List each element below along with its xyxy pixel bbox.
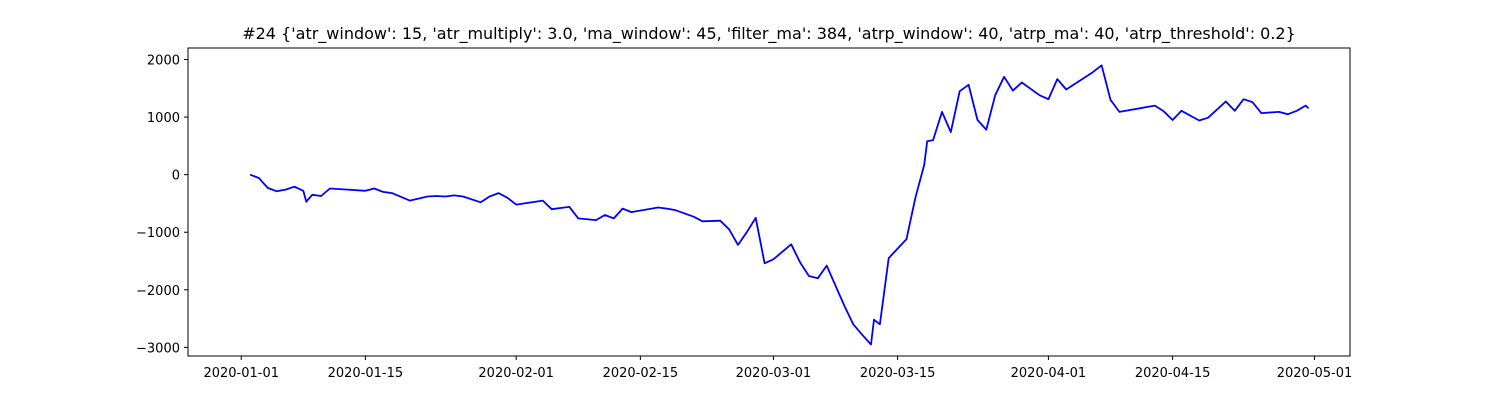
x-tick-label: 2020-04-15 (1135, 366, 1211, 381)
x-tick-label: 2020-03-01 (736, 366, 812, 381)
x-tick-label: 2020-04-01 (1011, 366, 1087, 381)
chart-title: #24 {'atr_window': 15, 'atr_multiply': 3… (242, 24, 1296, 44)
y-tick-label: 1000 (147, 111, 180, 126)
x-axis: 2020-01-01 2020-01-15 2020-02-01 2020-02-15… (203, 356, 1352, 381)
plot-area (249, 64, 1310, 346)
x-tick-label: 2020-03-15 (860, 366, 936, 381)
y-tick-label: 0 (172, 169, 180, 184)
x-tick-label: 2020-01-01 (203, 366, 279, 381)
y-tick-label: −2000 (136, 284, 180, 299)
y-tick-label: −3000 (136, 341, 180, 356)
x-tick-label: 2020-01-15 (328, 366, 404, 381)
y-axis: −3000 −2000 −1000 0 1000 2000 (136, 54, 188, 356)
x-tick-label: 2020-02-15 (603, 366, 679, 381)
series-line (249, 64, 1310, 346)
y-tick-label: −1000 (136, 226, 180, 241)
x-tick-label: 2020-02-01 (478, 366, 554, 381)
x-tick-label: 2020-05-01 (1277, 366, 1353, 381)
y-tick-label: 2000 (147, 54, 180, 69)
plot-frame (187, 47, 1351, 357)
